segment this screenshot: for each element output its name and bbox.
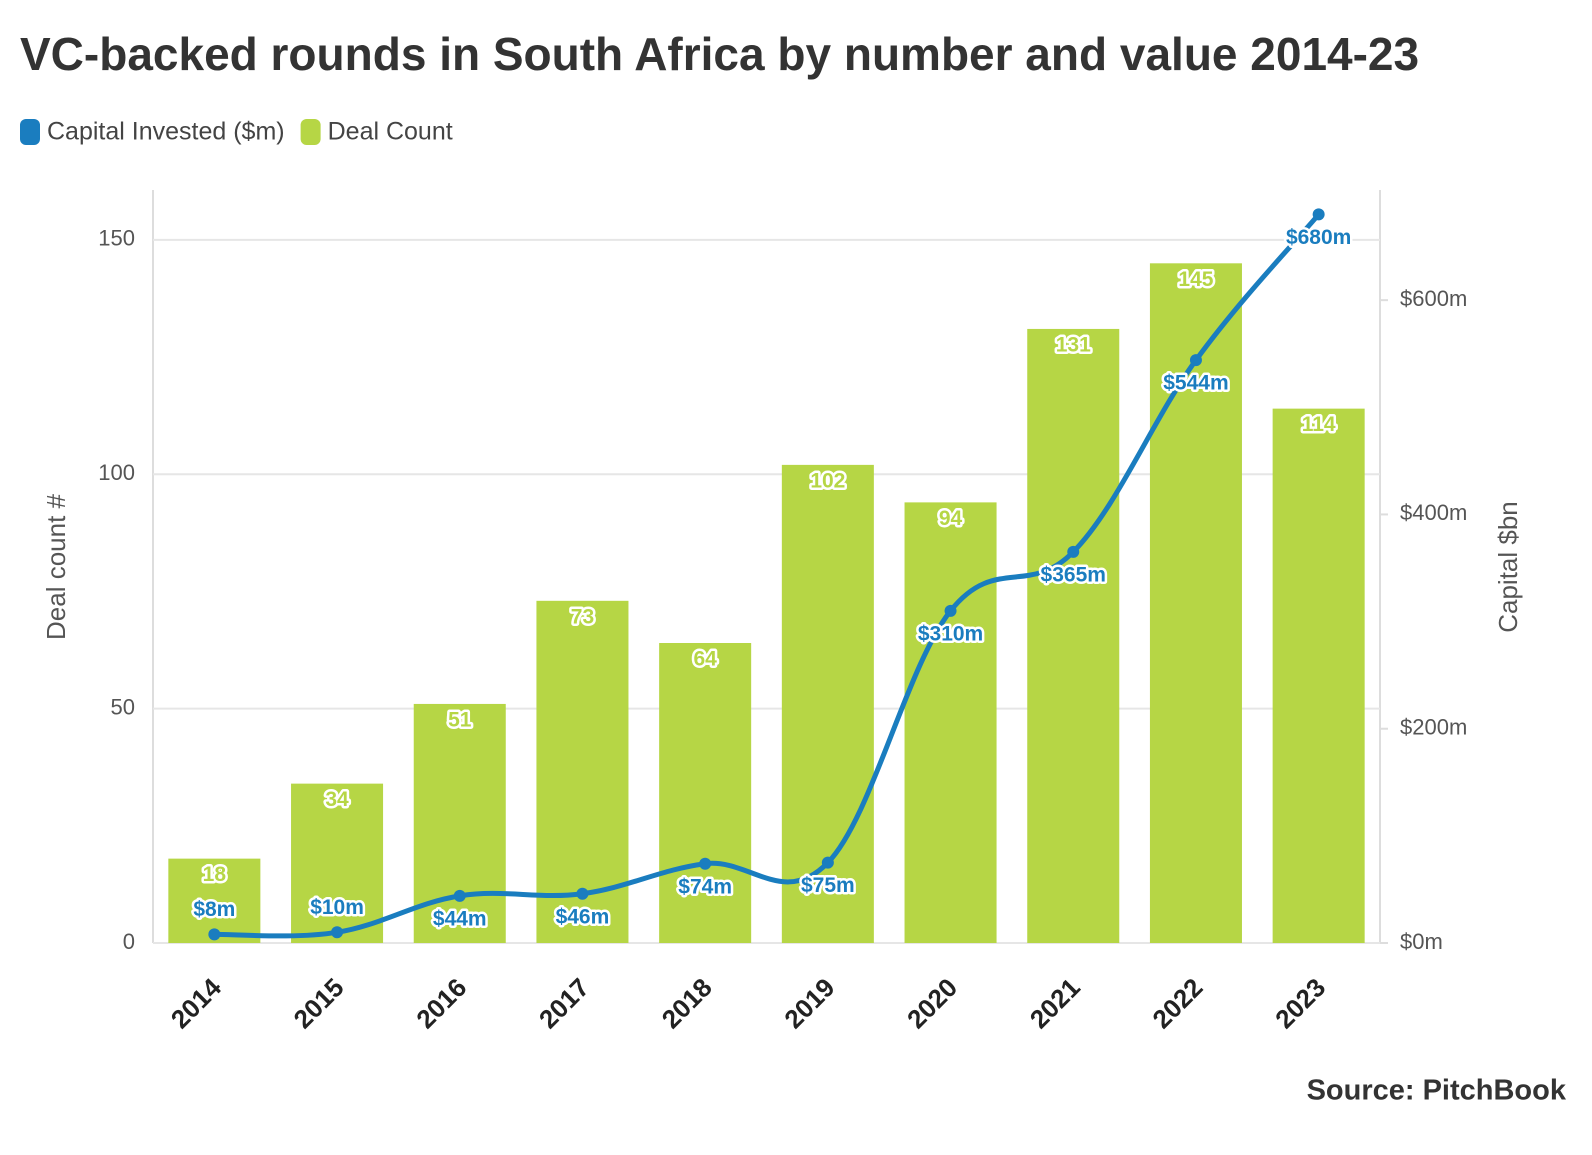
x-tick-label: 2014 xyxy=(165,972,227,1034)
legend-label: Capital Invested ($m) xyxy=(47,118,285,146)
line-point xyxy=(453,889,466,902)
bar-label: 131 xyxy=(1056,333,1091,356)
source: Source: PitchBook xyxy=(1307,1075,1567,1107)
x-tick-label: 2019 xyxy=(778,972,840,1034)
chart-title: VC-backed rounds in South Africa by numb… xyxy=(20,28,1419,80)
y-tick-label: 50 xyxy=(111,694,135,719)
line-point xyxy=(944,604,957,617)
x-tick-label: 2023 xyxy=(1269,972,1331,1034)
line-point xyxy=(1189,354,1202,367)
x-tick-label: 2022 xyxy=(1146,972,1208,1034)
line-label: $10m xyxy=(310,896,364,919)
x-tick-label: 2015 xyxy=(288,972,350,1034)
line-point xyxy=(331,926,344,939)
bar xyxy=(1027,328,1120,943)
y-axis-title: Deal count # xyxy=(41,493,71,640)
line-point xyxy=(821,856,834,869)
line-point xyxy=(1067,545,1080,558)
x-tick-label: 2016 xyxy=(410,972,472,1034)
line-label: $74m xyxy=(678,875,732,898)
bar-label: 34 xyxy=(325,788,349,811)
bar xyxy=(291,783,384,943)
line-point xyxy=(699,857,712,870)
legend-swatch xyxy=(300,119,321,145)
line-point xyxy=(1312,208,1325,221)
line-point xyxy=(576,887,589,900)
bar xyxy=(1272,408,1365,943)
line-label: $75m xyxy=(801,874,855,897)
y2-tick-label: $400m xyxy=(1400,500,1467,525)
x-tick-label: 2021 xyxy=(1024,972,1086,1034)
y2-tick-label: $200m xyxy=(1400,715,1467,740)
line-label: $8m xyxy=(193,898,235,921)
bar-label: 145 xyxy=(1178,268,1213,291)
bar-label: 51 xyxy=(448,708,472,731)
x-tick-label: 2018 xyxy=(656,972,718,1034)
bar xyxy=(781,464,874,943)
bar xyxy=(659,643,752,943)
y2-axis-title: Capital $bn xyxy=(1493,501,1523,633)
bar-label: 64 xyxy=(693,648,717,671)
line-point xyxy=(208,928,221,941)
bar-label: 18 xyxy=(203,863,227,886)
bar-label: 102 xyxy=(810,469,845,492)
y-tick-label: 0 xyxy=(123,929,135,954)
x-tick-label: 2017 xyxy=(533,972,595,1034)
y2-tick-label: $0m xyxy=(1400,929,1443,954)
line-label: $680m xyxy=(1286,226,1351,249)
legend-label: Deal Count xyxy=(328,118,453,146)
line-label: $46m xyxy=(556,905,610,928)
line-label: $44m xyxy=(433,907,487,930)
line-label: $544m xyxy=(1163,372,1228,395)
bar-label: 114 xyxy=(1302,413,1336,436)
bar-label: 73 xyxy=(571,605,594,628)
y-tick-label: 100 xyxy=(98,460,135,485)
bar xyxy=(904,502,997,943)
line-label: $365m xyxy=(1041,563,1106,586)
line-label: $310m xyxy=(918,622,983,645)
y2-tick-label: $600m xyxy=(1400,286,1467,311)
legend-swatch xyxy=(20,119,40,145)
y-tick-label: 150 xyxy=(98,226,135,251)
bar-label: 94 xyxy=(939,507,963,530)
x-tick-label: 2020 xyxy=(901,972,963,1034)
bar xyxy=(1149,263,1242,943)
